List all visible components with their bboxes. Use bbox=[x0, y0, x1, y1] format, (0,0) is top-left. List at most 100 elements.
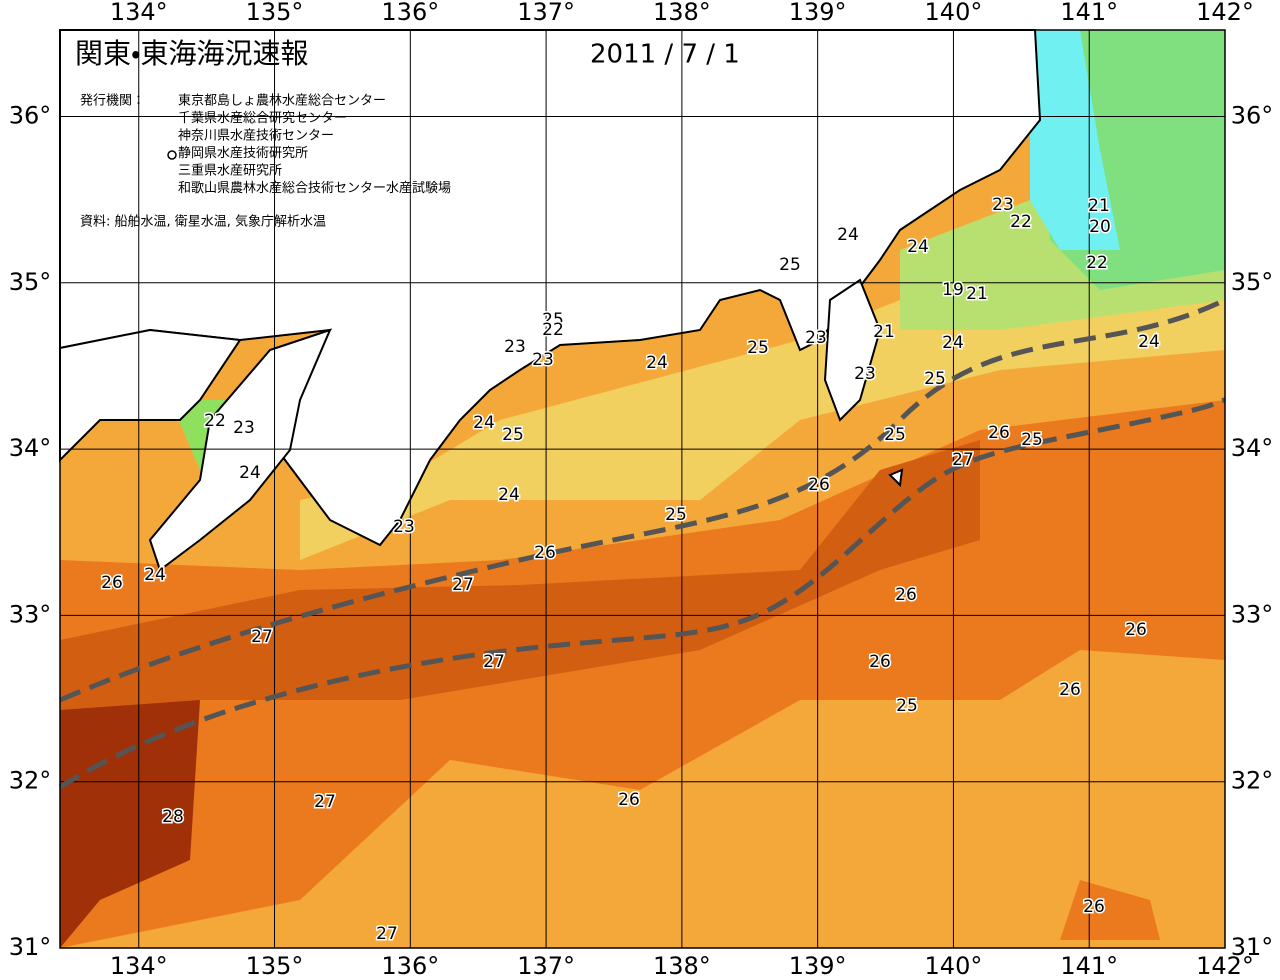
contour-label: 25 bbox=[884, 425, 906, 445]
contour-label: 22 bbox=[1086, 253, 1108, 273]
contour-label: 25 bbox=[1021, 430, 1043, 450]
x-tick-label: 138° bbox=[653, 952, 711, 980]
izu-peninsula bbox=[823, 278, 882, 422]
contour-label: 28 bbox=[162, 807, 184, 827]
contour-label: 22 bbox=[542, 320, 564, 340]
publisher: 三重県水産研究所 bbox=[178, 163, 282, 179]
publisher: 神奈川県水産技術センター bbox=[178, 128, 334, 144]
publisher: 和歌山県農林水産総合技術センター水産試験場 bbox=[178, 180, 451, 196]
contour-label: 27 bbox=[376, 924, 398, 944]
kuroshio-path bbox=[58, 397, 1226, 790]
kuroshio-path bbox=[59, 297, 1227, 703]
x-tick-label: 137° bbox=[517, 0, 575, 26]
grid bbox=[60, 30, 1226, 949]
contour-label: 27 bbox=[483, 652, 505, 672]
sea-27-28 bbox=[60, 440, 980, 720]
contour-label: 23 bbox=[532, 350, 554, 370]
publisher-label: 発行機関： bbox=[80, 94, 145, 109]
contour-label: 23 bbox=[805, 328, 827, 348]
contour-label: 24 bbox=[942, 333, 964, 353]
contour-label: 22 bbox=[1010, 212, 1032, 232]
contour-label: 26 bbox=[1059, 680, 1081, 700]
x-tick-label: 142° bbox=[1196, 952, 1254, 980]
contour-label: 24 bbox=[473, 413, 495, 433]
x-tick-label: 137° bbox=[517, 952, 575, 980]
contour-label: 25 bbox=[542, 310, 564, 330]
x-tick-label: 136° bbox=[381, 0, 439, 26]
contour-label: 26 bbox=[1083, 897, 1105, 917]
contour-label: 27 bbox=[251, 627, 273, 647]
y-tick-label: 32° bbox=[9, 767, 52, 795]
x-tick-label: 139° bbox=[789, 952, 847, 980]
x-tick-label: 135° bbox=[246, 0, 304, 26]
map-frame bbox=[59, 29, 1226, 949]
contour-label: 21 bbox=[966, 284, 988, 304]
contour-label: 24 bbox=[239, 463, 261, 483]
contour-label: 19 bbox=[942, 280, 964, 300]
contour-label: 24 bbox=[498, 485, 520, 505]
contour-label: 25 bbox=[896, 696, 918, 716]
x-tick-label: 140° bbox=[925, 0, 983, 26]
y-tick-label: 31° bbox=[1231, 933, 1274, 961]
publisher: 静岡県水産技術研究所 bbox=[178, 145, 308, 161]
title: 関東・東海海況速報 bbox=[75, 37, 309, 70]
contour-label: 24 bbox=[646, 353, 668, 373]
contour-label: 24 bbox=[144, 565, 166, 585]
contour-label: 24 bbox=[837, 225, 859, 245]
date: 2011 / 7 / 1 bbox=[590, 40, 740, 70]
contour-label: 26 bbox=[1125, 620, 1147, 640]
contour-label: 26 bbox=[618, 790, 640, 810]
contour-label: 25 bbox=[924, 369, 946, 389]
shikoku bbox=[59, 328, 242, 463]
contour-label: 21 bbox=[873, 322, 895, 342]
contour-label: 23 bbox=[233, 418, 255, 438]
marker bbox=[167, 150, 177, 160]
publisher: 東京都島しょ農林水産総合センター bbox=[178, 93, 386, 109]
contour-label: 24 bbox=[1138, 332, 1160, 352]
contour-label: 25 bbox=[665, 505, 687, 525]
contour-label: 23 bbox=[504, 337, 526, 357]
x-tick-label: 142° bbox=[1196, 0, 1254, 26]
contour-label: 25 bbox=[779, 255, 801, 275]
contour-label: 23 bbox=[854, 364, 876, 384]
x-tick-label: 135° bbox=[246, 952, 304, 980]
contour-label: 26 bbox=[534, 543, 556, 563]
publisher: 千葉県水産総合研究センター bbox=[178, 110, 347, 126]
land bbox=[59, 29, 1042, 572]
contour-label: 26 bbox=[895, 585, 917, 605]
x-tick-label: 140° bbox=[925, 952, 983, 980]
y-tick-label: 33° bbox=[1231, 600, 1274, 628]
contour-label: 20 bbox=[1089, 217, 1111, 237]
y-tick-label: 34° bbox=[1231, 434, 1274, 462]
contour-label: 25 bbox=[747, 338, 769, 358]
y-tick-label: 34° bbox=[9, 434, 52, 462]
contour-label: 27 bbox=[452, 575, 474, 595]
y-tick-label: 36° bbox=[1231, 101, 1274, 129]
kii-peninsula bbox=[148, 328, 332, 572]
x-tick-label: 141° bbox=[1060, 952, 1118, 980]
contour-label: 26 bbox=[808, 475, 830, 495]
contour-label: 25 bbox=[502, 425, 524, 445]
header: 関東・東海海況速報 2011 / 7 / 1 発行機関： 資料: 船舶水温, 衛… bbox=[75, 37, 740, 230]
sea-20-21 bbox=[1030, 30, 1120, 250]
sea-26-27 bbox=[1060, 880, 1160, 940]
contour-label: 27 bbox=[314, 792, 336, 812]
contour-label: 23 bbox=[992, 195, 1014, 215]
x-tick-label: 136° bbox=[381, 952, 439, 980]
x-tick-label: 134° bbox=[110, 952, 168, 980]
y-tick-label: 31° bbox=[9, 933, 52, 961]
contour-label: 26 bbox=[869, 652, 891, 672]
y-tick-label: 35° bbox=[1231, 268, 1274, 296]
x-tick-label: 139° bbox=[789, 0, 847, 26]
island bbox=[888, 468, 904, 488]
x-tick-label: 138° bbox=[653, 0, 711, 26]
source: 資料: 船舶水温, 衛星水温, 気象庁解析水温 bbox=[80, 214, 326, 230]
contour-label: 22 bbox=[204, 411, 226, 431]
x-tick-label: 134° bbox=[110, 0, 168, 26]
y-tick-label: 33° bbox=[9, 600, 52, 628]
contour-label: 27 bbox=[952, 450, 974, 470]
y-tick-label: 36° bbox=[9, 101, 52, 129]
sea-28 bbox=[60, 700, 200, 948]
